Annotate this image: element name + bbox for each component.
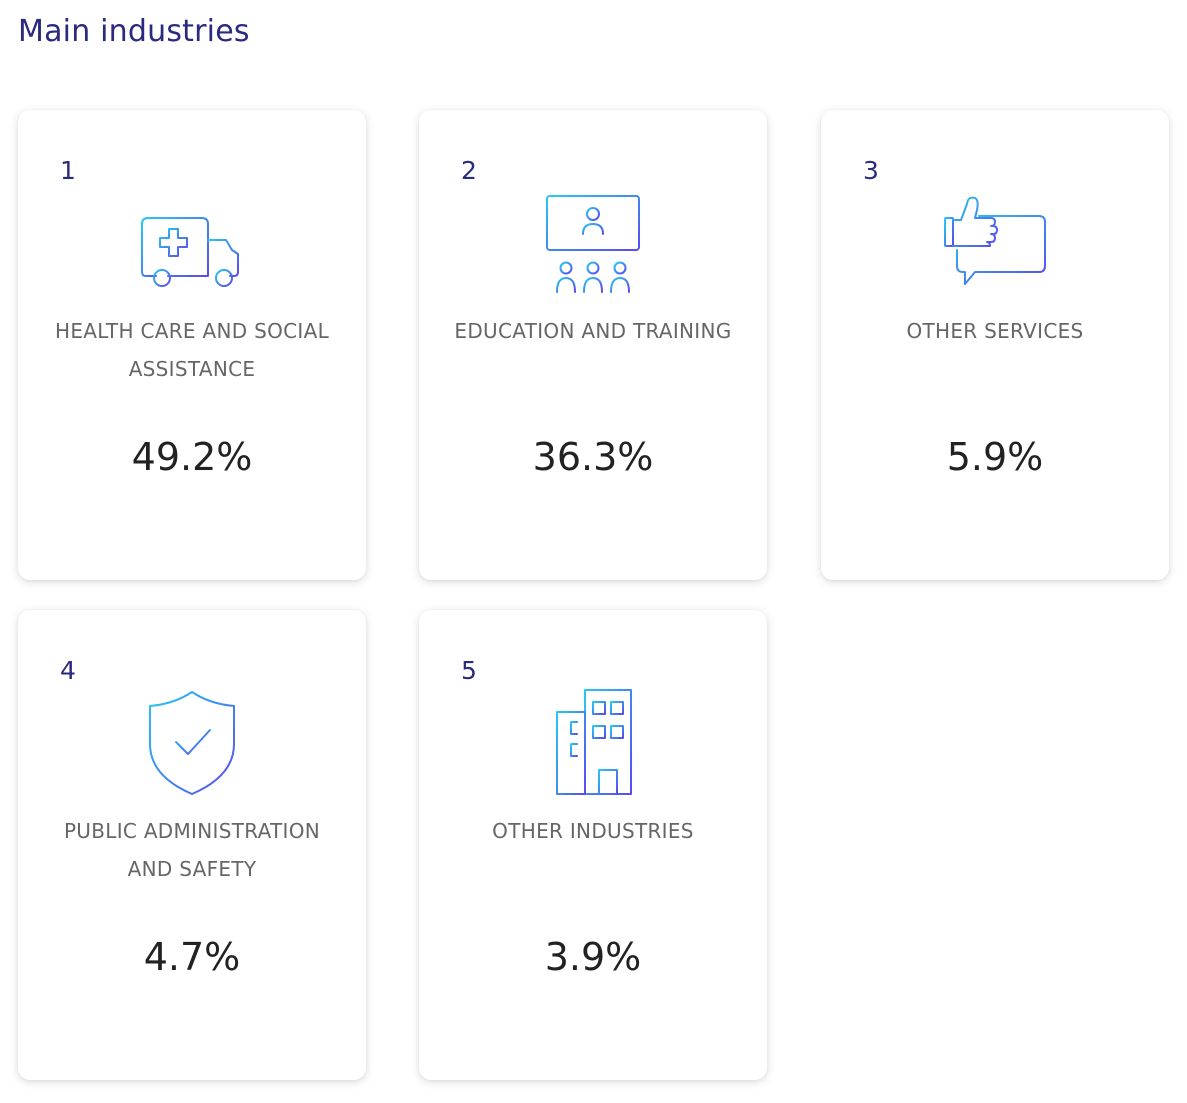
industry-label: PUBLIC ADMINISTRATION AND SAFETY (63, 819, 321, 881)
industry-percentage: 3.9% (544, 935, 642, 979)
industry-percentage: 5.9% (946, 435, 1044, 479)
building-icon (533, 688, 653, 798)
section-title: Main industries (18, 14, 250, 49)
industry-percentage: 49.2% (131, 435, 253, 479)
industry-card-public-administration: 4 PUBLIC ADMINISTRATION AND SAFETY 4.7% (18, 610, 366, 1080)
card-rank: 1 (60, 156, 76, 185)
classroom-icon (533, 188, 653, 298)
industry-percentage: 4.7% (143, 935, 241, 979)
industry-label: OTHER INDUSTRIES (492, 819, 694, 843)
ambulance-icon (132, 188, 252, 298)
thumbs-up-chat-icon (935, 188, 1055, 298)
industry-card-other-industries: 5 OTHER INDUSTRIES 3.9% (419, 610, 767, 1080)
industry-label: EDUCATION AND TRAINING (454, 319, 732, 343)
industry-card-health-care: 1 HEALTH CARE AND SOCIAL ASSISTANCE 49.2… (18, 110, 366, 580)
industry-card-other-services: 3 OTHER SERVICES 5.9% (821, 110, 1169, 580)
card-rank: 3 (863, 156, 879, 185)
card-rank: 4 (60, 656, 76, 685)
shield-check-icon (132, 688, 252, 798)
industry-card-education: 2 EDUCATION AND TRAINING 36.3% (419, 110, 767, 580)
industry-percentage: 36.3% (532, 435, 654, 479)
card-rank: 5 (461, 656, 477, 685)
industry-label: HEALTH CARE AND SOCIAL ASSISTANCE (54, 319, 330, 381)
card-rank: 2 (461, 156, 477, 185)
industry-label: OTHER SERVICES (906, 319, 1084, 343)
